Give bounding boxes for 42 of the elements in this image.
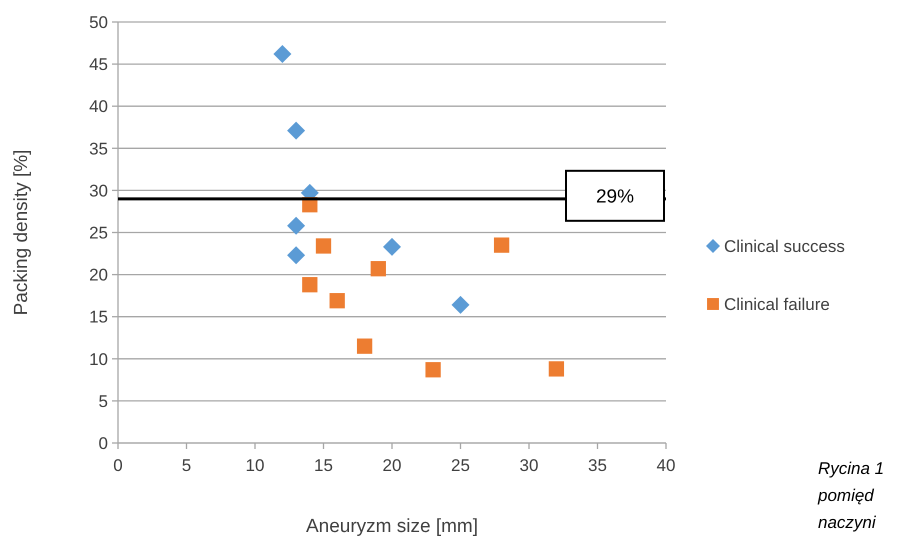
x-tick-label: 20: [382, 456, 402, 475]
ref-line-label: 29%: [596, 186, 634, 208]
y-axis-title: Packing density [%]: [11, 150, 32, 316]
x-tick-label: 35: [588, 456, 607, 475]
point: [287, 122, 306, 140]
point: [425, 362, 441, 378]
point: [452, 296, 470, 314]
text: pomięd: [817, 486, 874, 505]
point: [548, 361, 564, 377]
y-tick-label: 30: [89, 181, 108, 200]
y-tick-label: 40: [89, 97, 108, 116]
x-tick-label: 10: [246, 456, 264, 475]
point: [356, 338, 372, 354]
x-tick-label: 30: [520, 456, 538, 475]
point: [330, 293, 345, 308]
point: [316, 238, 332, 254]
legend-label: Clinical failure: [724, 294, 830, 314]
x-axis-title: Aneuryzm size [mm]: [306, 516, 478, 537]
y-tick-label: 10: [89, 350, 108, 369]
y-tick-label: 45: [89, 55, 108, 74]
y-tick-label: 35: [89, 139, 108, 158]
text: naczyni: [818, 513, 877, 532]
y-tick-label: 0: [98, 434, 108, 453]
point: [287, 246, 306, 264]
point: [302, 277, 318, 292]
y-tick-label: 5: [98, 392, 108, 411]
x-tick-label: 15: [314, 456, 333, 475]
x-tick-label: 5: [182, 456, 192, 475]
x-tick-label: 25: [451, 456, 470, 475]
point: [370, 261, 386, 276]
text: Rycina 1: [818, 459, 884, 478]
y-tick-label: 25: [89, 223, 108, 242]
x-tick-label: 40: [656, 456, 676, 475]
y-tick-label: 15: [89, 308, 108, 327]
legend-label: Clinical success: [724, 236, 845, 256]
point: [273, 44, 292, 63]
x-tick-label: 0: [113, 456, 123, 475]
y-tick-label: 20: [89, 266, 108, 285]
point: [287, 216, 306, 235]
point: [383, 238, 401, 256]
y-tick-label: 50: [89, 12, 108, 32]
point: [494, 237, 510, 253]
